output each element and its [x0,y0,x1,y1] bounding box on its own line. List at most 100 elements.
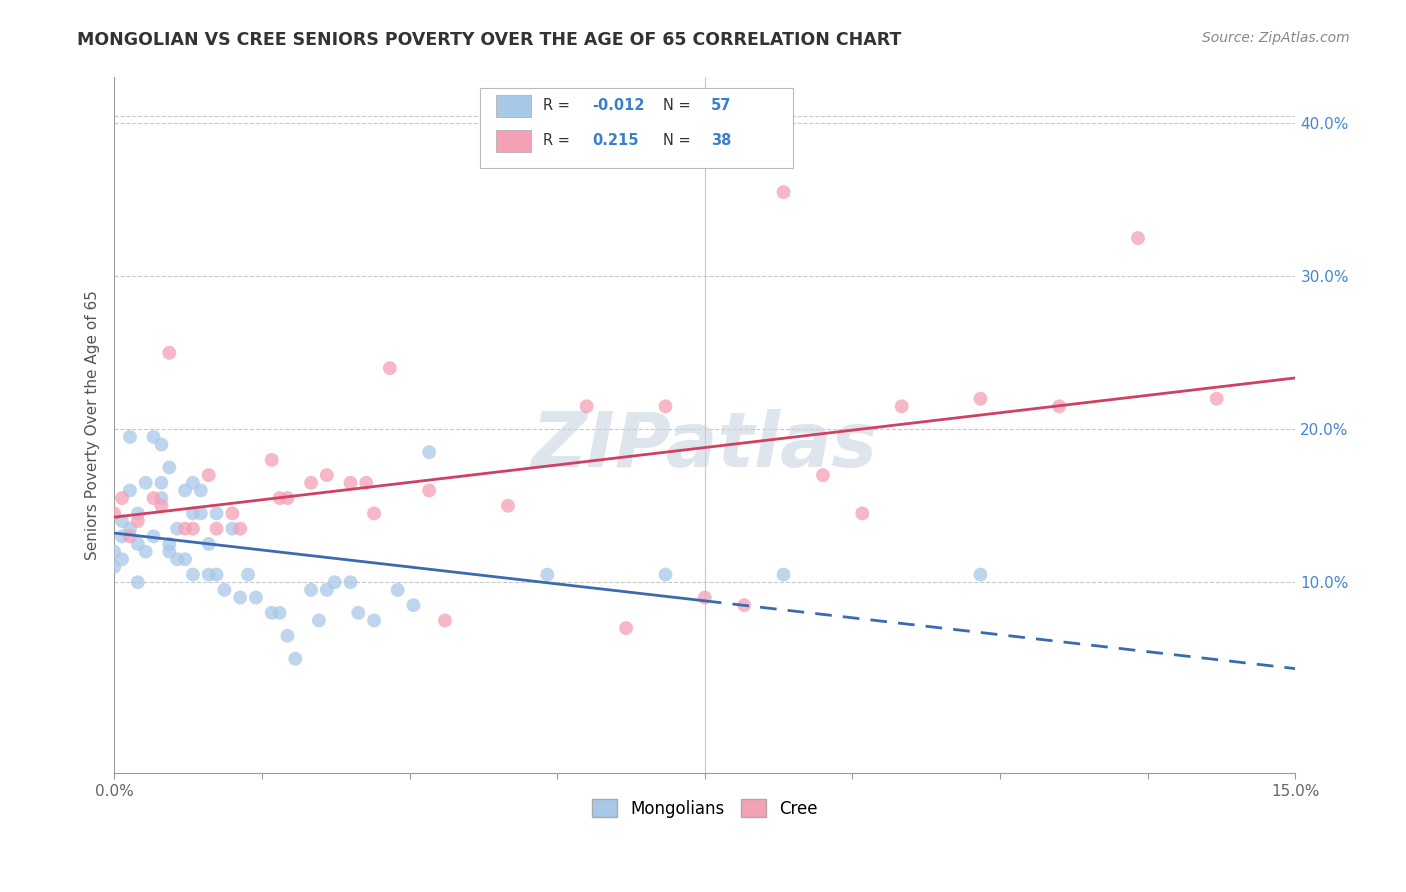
Point [402,598,425,612]
Point [339,475,361,490]
Point [181,522,204,536]
Point [733,598,755,612]
Text: -0.012: -0.012 [592,98,645,113]
Point [1126,231,1149,245]
Point [157,460,180,475]
Point [142,529,165,543]
Point [969,392,991,406]
Point [205,507,228,521]
Point [197,468,219,483]
Point [181,567,204,582]
Legend: Mongolians, Cree: Mongolians, Cree [585,793,824,824]
Point [363,507,385,521]
Point [229,591,252,605]
Point [654,400,676,414]
Point [772,185,794,199]
Point [1205,392,1227,406]
Point [575,400,598,414]
Point [890,400,912,414]
Text: 0.215: 0.215 [592,133,640,148]
Point [118,522,141,536]
Point [347,606,370,620]
Point [851,507,873,521]
Point [433,614,456,628]
Point [135,475,157,490]
Point [150,475,173,490]
Point [654,567,676,582]
Point [276,491,298,505]
Point [214,582,236,597]
Point [229,522,252,536]
Point [284,651,307,665]
Point [418,445,440,459]
Point [197,537,219,551]
Point [142,430,165,444]
Point [260,606,283,620]
Point [174,483,197,498]
Point [536,567,558,582]
Text: 38: 38 [710,133,731,148]
Point [308,614,330,628]
Point [174,522,197,536]
Point [150,491,173,505]
Point [236,567,259,582]
Point [969,567,991,582]
Y-axis label: Seniors Poverty Over the Age of 65: Seniors Poverty Over the Age of 65 [86,291,100,560]
Point [299,582,322,597]
Point [157,537,180,551]
Text: Source: ZipAtlas.com: Source: ZipAtlas.com [1202,31,1350,45]
Point [205,522,228,536]
Point [103,560,125,574]
Point [323,575,346,590]
Point [811,468,834,483]
Point [496,499,519,513]
Point [221,522,243,536]
Text: ZIPatlas: ZIPatlas [531,409,877,483]
Point [142,491,165,505]
Point [269,606,291,620]
Point [190,483,212,498]
Point [111,552,134,566]
Point [693,591,716,605]
Point [157,544,180,558]
Point [276,629,298,643]
Point [111,514,134,528]
Point [181,507,204,521]
Text: R =: R = [543,133,575,148]
Point [363,614,385,628]
Point [118,529,141,543]
Point [260,453,283,467]
Point [166,522,188,536]
Point [111,491,134,505]
Point [387,582,409,597]
Point [315,582,337,597]
FancyBboxPatch shape [481,88,793,168]
Text: MONGOLIAN VS CREE SENIORS POVERTY OVER THE AGE OF 65 CORRELATION CHART: MONGOLIAN VS CREE SENIORS POVERTY OVER T… [77,31,901,49]
Point [166,552,188,566]
Point [245,591,267,605]
Text: N =: N = [664,133,696,148]
Text: R =: R = [543,98,575,113]
Point [190,507,212,521]
FancyBboxPatch shape [496,95,531,117]
Point [205,567,228,582]
Point [1047,400,1070,414]
Point [614,621,637,635]
Point [103,544,125,558]
Point [299,475,322,490]
Point [269,491,291,505]
Point [378,361,401,376]
Point [135,544,157,558]
Point [127,575,149,590]
Point [127,514,149,528]
Point [150,437,173,451]
Point [127,507,149,521]
Point [197,567,219,582]
Point [339,575,361,590]
Point [118,483,141,498]
Point [418,483,440,498]
Point [103,507,125,521]
Point [354,475,377,490]
Point [174,552,197,566]
Point [181,475,204,490]
